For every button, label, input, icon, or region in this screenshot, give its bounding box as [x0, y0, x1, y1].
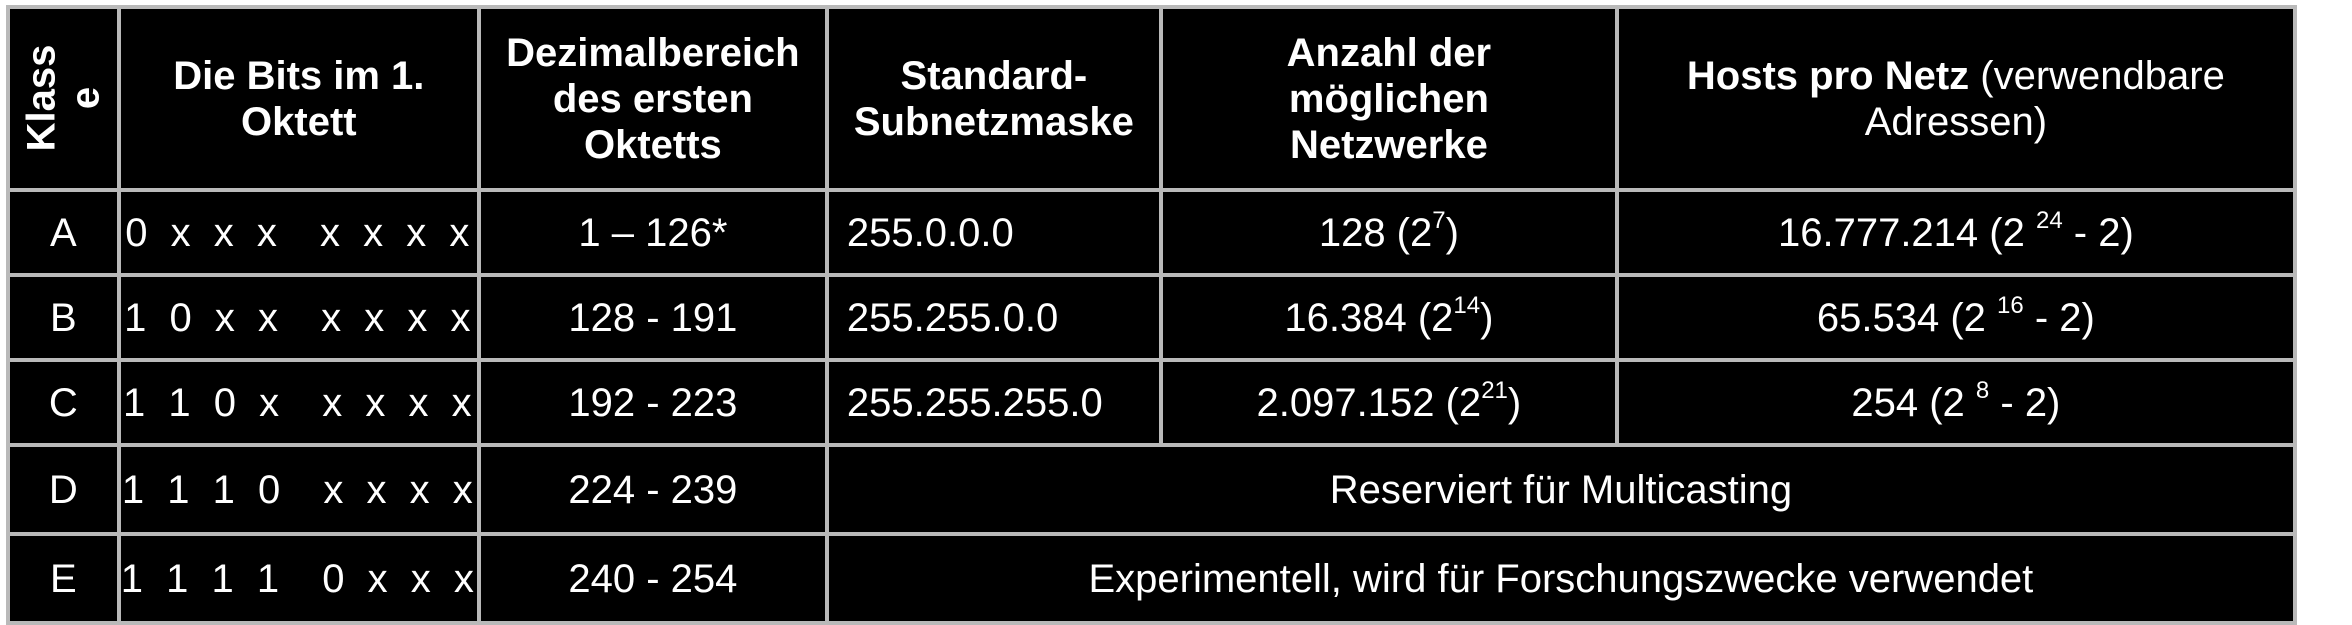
table-row-c: C 1 1 0 x x x x x 192 - 223 255.255.255.… [6, 358, 2297, 447]
bits-cell: 0 x x x x x x x [116, 188, 481, 277]
header-subnetzmaske: Standard- Subnetzmaske [824, 5, 1163, 192]
range-cell: 192 - 223 [476, 358, 829, 447]
note-cell: Reserviert für Multicasting [824, 443, 2297, 536]
hosts-cell: 65.534 (2 16 - 2) [1614, 273, 2297, 362]
header-netzwerke: Anzahl der möglichen Netzwerke [1158, 5, 1619, 192]
klasse-cell: D [6, 443, 121, 536]
table-row-a: A 0 x x x x x x x 1 – 126* 255.0.0.0 128… [6, 188, 2297, 277]
table-row-b: B 1 0 x x x x x x 128 - 191 255.255.0.0 … [6, 273, 2297, 362]
bits-cell: 1 1 1 0 x x x x [116, 443, 481, 536]
table-row-e: E 1 1 1 1 0 x x x 240 - 254 Experimentel… [6, 532, 2297, 625]
klasse-cell: A [6, 188, 121, 277]
networks-cell: 128 (27) [1158, 188, 1619, 277]
mask-cell: 255.255.255.0 [824, 358, 1163, 447]
mask-cell: 255.255.0.0 [824, 273, 1163, 362]
table-row-d: D 1 1 1 0 x x x x 224 - 239 Reserviert f… [6, 443, 2297, 536]
hosts-cell: 16.777.214 (2 24 - 2) [1614, 188, 2297, 277]
klasse-cell: C [6, 358, 121, 447]
networks-cell: 2.097.152 (221) [1158, 358, 1619, 447]
header-dezimalbereich: Dezimalbereich des ersten Oktetts [476, 5, 829, 192]
klasse-cell: E [6, 532, 121, 625]
ip-address-class-table: Klass e Die Bits im 1. Oktett Dezimalberei… [6, 5, 2297, 625]
bits-cell: 1 1 1 1 0 x x x [116, 532, 481, 625]
bits-cell: 1 0 x x x x x x [116, 273, 481, 362]
range-cell: 240 - 254 [476, 532, 829, 625]
header-row: Klass e Die Bits im 1. Oktett Dezimalberei… [6, 5, 2297, 192]
note-cell: Experimentell, wird für Forschungszwecke… [824, 532, 2297, 625]
networks-cell: 16.384 (214) [1158, 273, 1619, 362]
mask-cell: 255.0.0.0 [824, 188, 1163, 277]
klasse-cell: B [6, 273, 121, 362]
header-klasse: Klass e [6, 5, 121, 192]
bits-cell: 1 1 0 x x x x x [116, 358, 481, 447]
range-cell: 1 – 126* [476, 188, 829, 277]
header-bits: Die Bits im 1. Oktett [116, 5, 481, 192]
range-cell: 128 - 191 [476, 273, 829, 362]
header-hosts: Hosts pro Netz (verwendbare Adressen) [1614, 5, 2297, 192]
hosts-cell: 254 (2 8 - 2) [1614, 358, 2297, 447]
range-cell: 224 - 239 [476, 443, 829, 536]
